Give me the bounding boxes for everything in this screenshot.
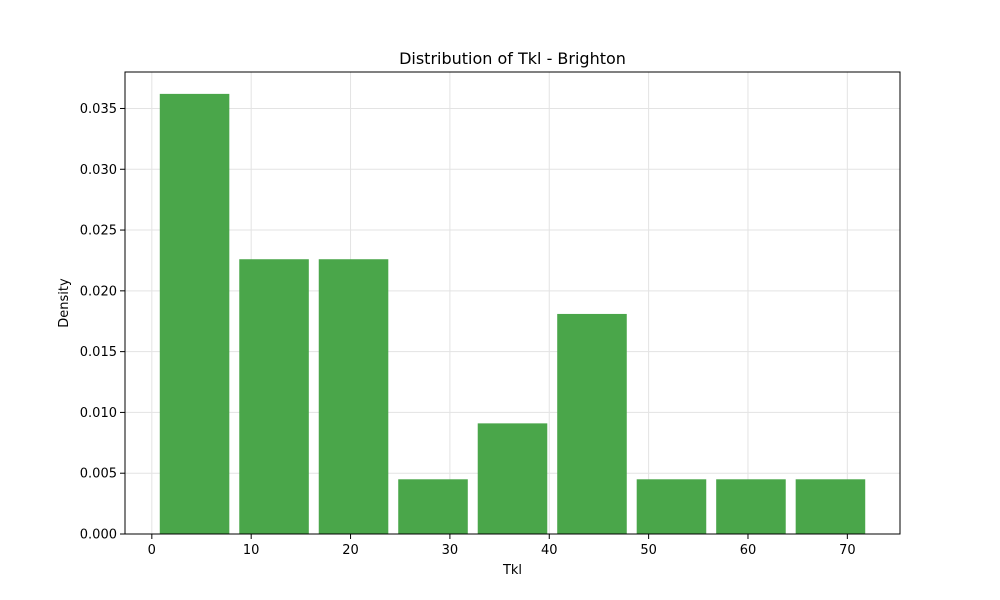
plot-frame (124, 71, 901, 535)
x-tick-label: 50 (640, 543, 657, 558)
y-tick-label: 0.010 (80, 406, 117, 421)
histogram-bar (795, 479, 866, 534)
histogram-bar (318, 259, 389, 534)
x-tick-label: 30 (442, 543, 459, 558)
y-axis-ticks: 0.000 0.005 0.010 0.015 0.020 0.025 0.030 0.035 (80, 102, 125, 543)
y-tick-label: 0.020 (80, 284, 117, 299)
histogram-bar (557, 313, 627, 534)
y-axis-title: Density (57, 278, 72, 328)
y-tick-label: 0.025 (80, 224, 117, 239)
x-tick-label: 0 (148, 543, 156, 558)
histogram-bar (239, 259, 309, 534)
x-tick-label: 60 (740, 543, 757, 558)
x-axis-title: Tkl (502, 563, 522, 578)
x-tick-label: 40 (541, 543, 558, 558)
histogram-bar (398, 479, 468, 534)
y-tick-label: 0.035 (80, 102, 117, 117)
x-tick-label: 70 (839, 543, 856, 558)
y-tick-label: 0.005 (80, 467, 117, 482)
x-tick-label: 20 (342, 543, 359, 558)
x-tick-label: 10 (243, 543, 260, 558)
x-axis-ticks: 0 10 20 30 40 50 60 70 (148, 534, 856, 558)
y-tick-label: 0.030 (80, 163, 117, 178)
histogram-bar (636, 479, 707, 534)
histogram-bar (477, 423, 548, 534)
histogram-bar (716, 479, 786, 534)
y-tick-label: 0.015 (80, 345, 117, 360)
bars (159, 93, 866, 534)
y-tick-label: 0.000 (80, 528, 117, 543)
chart-title: Distribution of Tkl - Brighton (399, 49, 626, 68)
histogram-bar (159, 93, 230, 534)
